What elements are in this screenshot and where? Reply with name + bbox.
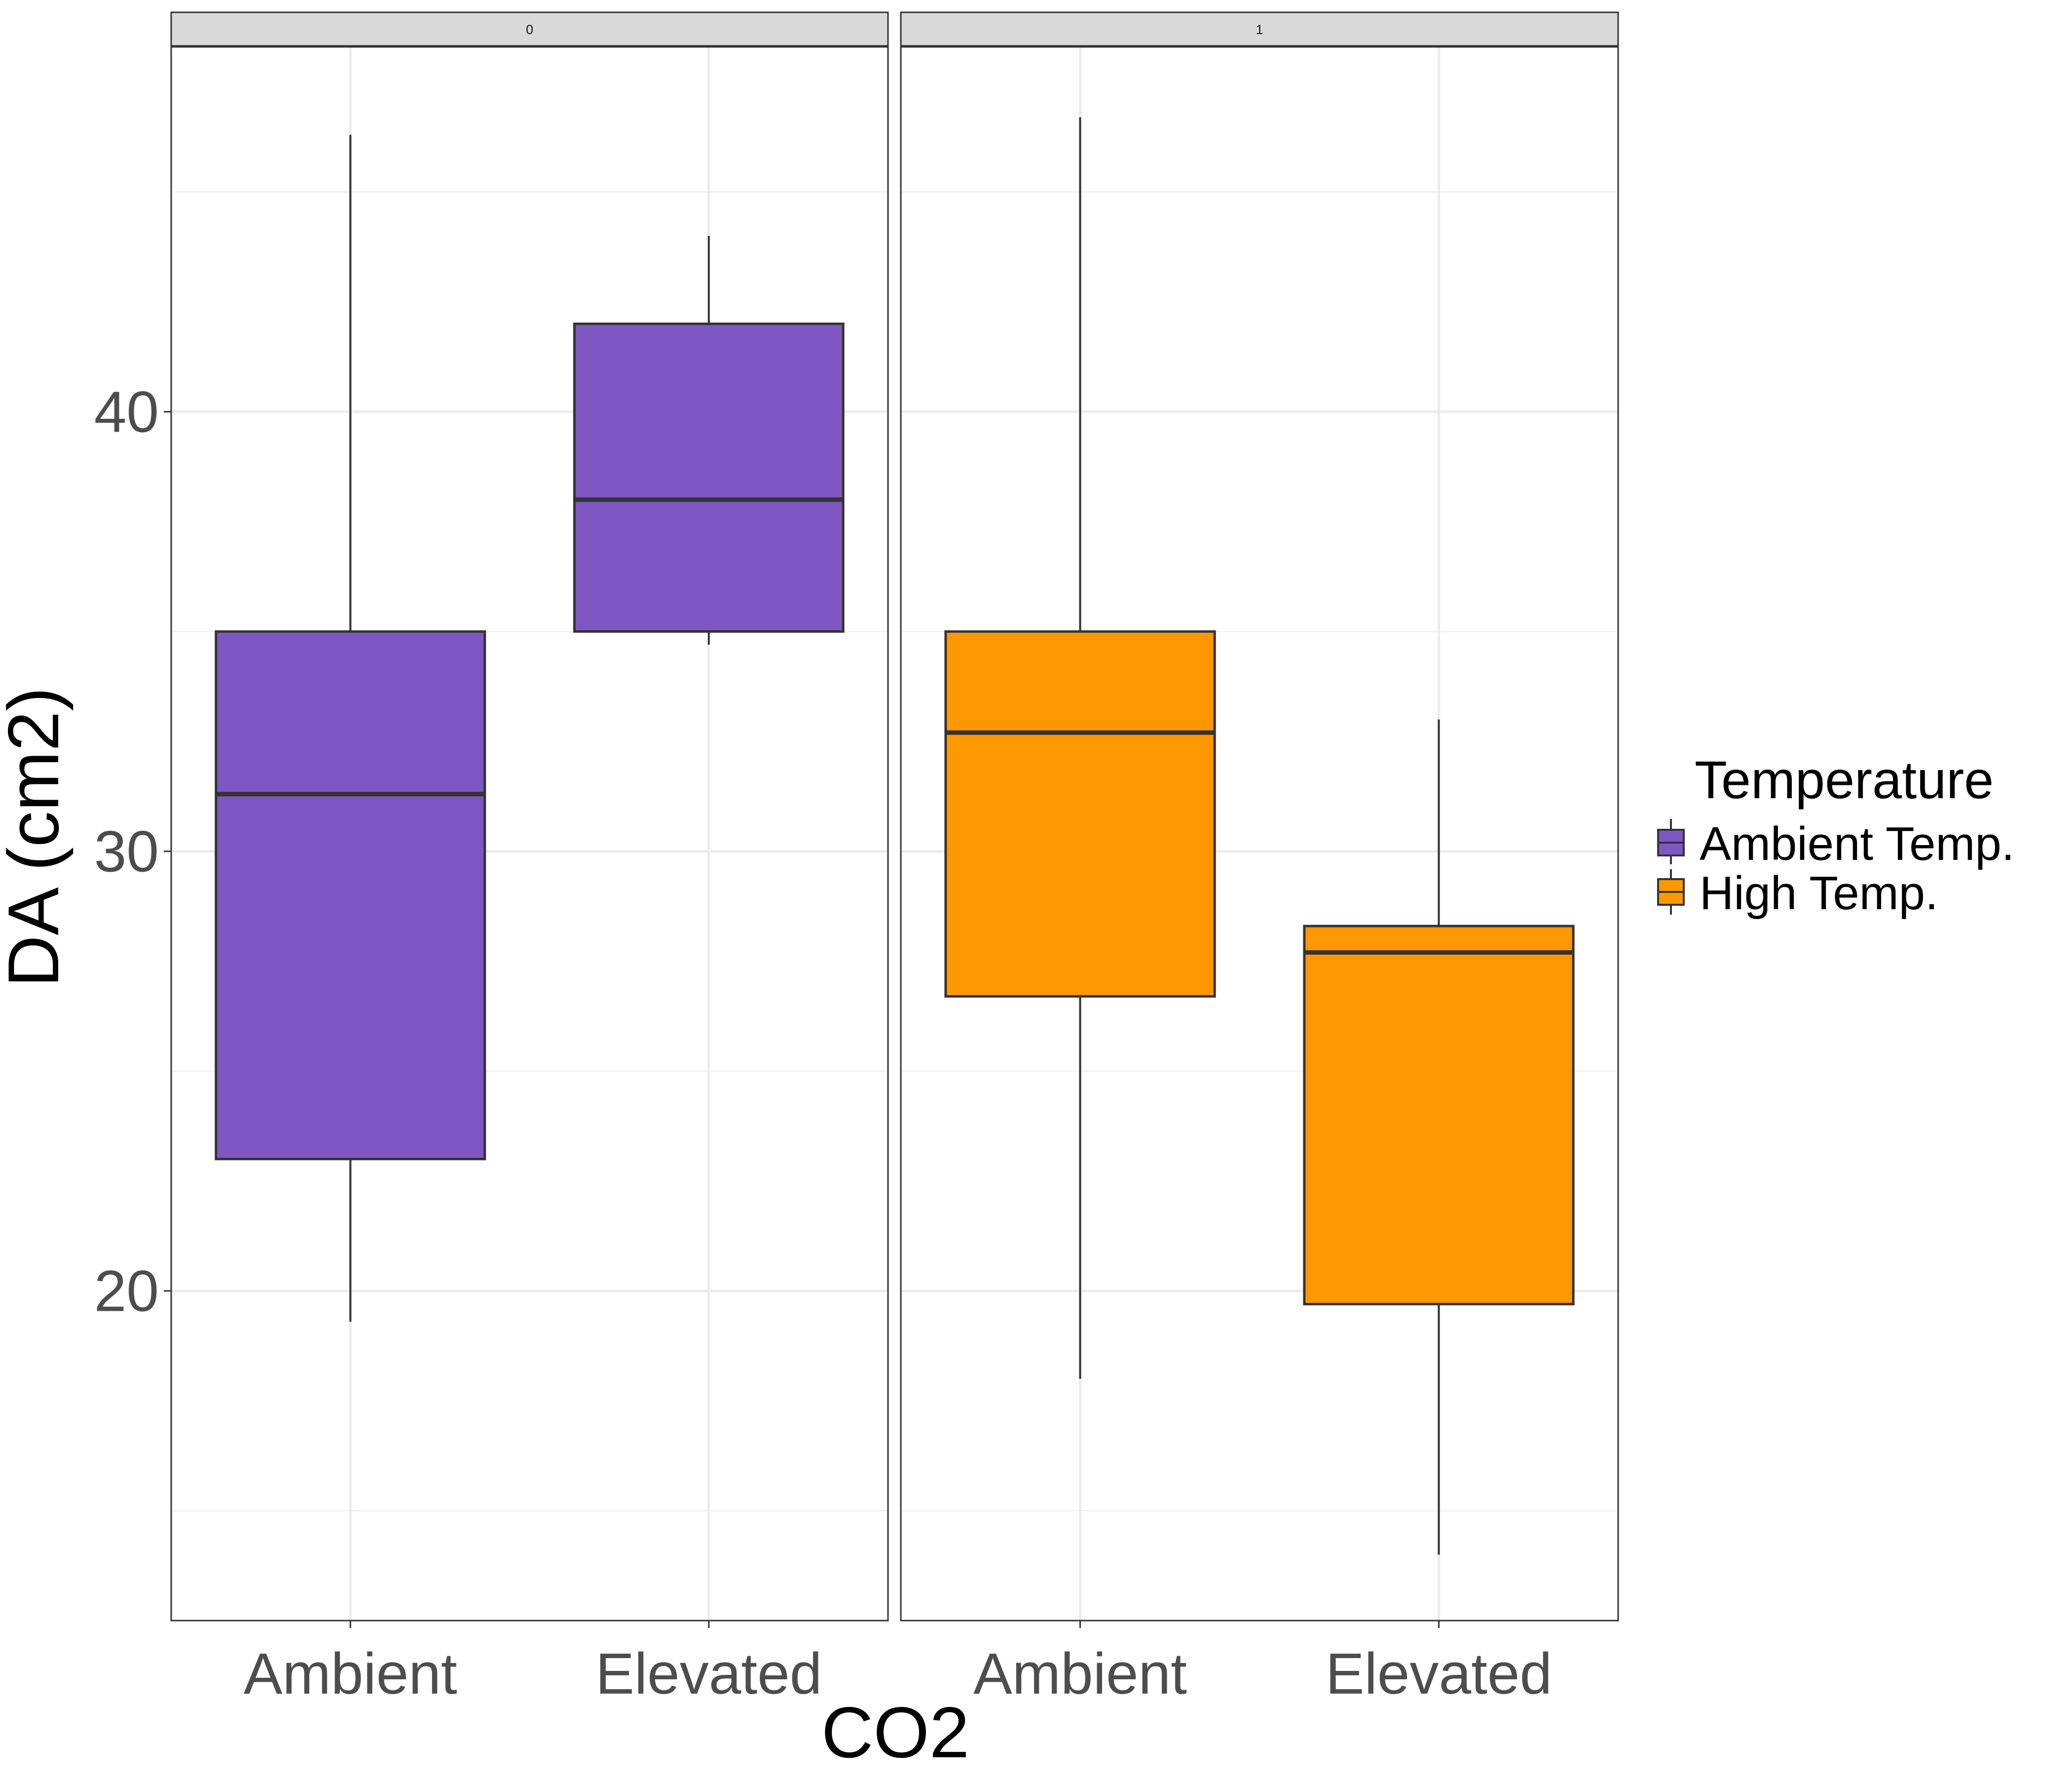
box-1-ambient <box>944 117 1216 1379</box>
facet-label-0: 0 <box>526 22 533 37</box>
panel-border <box>900 46 1619 1622</box>
legend-item-ambient-temp: Ambient Temp. <box>1657 817 2015 870</box>
box-iqr <box>944 630 1216 998</box>
x-tick-label-elevated: Elevated <box>595 1641 822 1706</box>
box-0-elevated <box>573 236 845 645</box>
y-axis: 20 30 40 <box>94 380 171 1324</box>
legend-label-ambient-temp: Ambient Temp. <box>1700 817 2015 870</box>
legend-title: Temperature <box>1695 750 1994 810</box>
panel-1: 1 <box>900 11 1619 1622</box>
x-tick-label-ambient: Ambient <box>973 1641 1187 1706</box>
facet-strip-0 <box>170 11 889 47</box>
legend-item-high-temp: High Temp. <box>1657 867 1938 920</box>
x-tick-label-ambient: Ambient <box>244 1641 457 1706</box>
panel-0: 0 <box>170 11 889 1622</box>
y-axis-title: DA (cm2) <box>0 687 74 987</box>
y-tick-label-40: 40 <box>94 380 159 445</box>
box-iqr <box>215 630 486 1160</box>
facet-strip-1 <box>900 11 1619 47</box>
x-tick-label-elevated: Elevated <box>1326 1641 1552 1706</box>
facet-label-1: 1 <box>1256 22 1263 37</box>
y-tick-label-20: 20 <box>94 1259 159 1324</box>
box-iqr <box>1303 925 1575 1305</box>
legend-label-high-temp: High Temp. <box>1700 867 1938 920</box>
x-axis: Ambient Elevated Ambient Elevated <box>244 1621 1552 1706</box>
box-0-ambient <box>215 135 486 1322</box>
box-1-elevated <box>1303 719 1575 1555</box>
x-axis-title: CO2 <box>821 1692 969 1773</box>
legend: Temperature Ambient Temp. High Temp. <box>1657 750 2015 920</box>
panel-border <box>170 46 889 1622</box>
y-tick-label-30: 30 <box>94 819 159 885</box>
box-iqr <box>573 322 845 633</box>
